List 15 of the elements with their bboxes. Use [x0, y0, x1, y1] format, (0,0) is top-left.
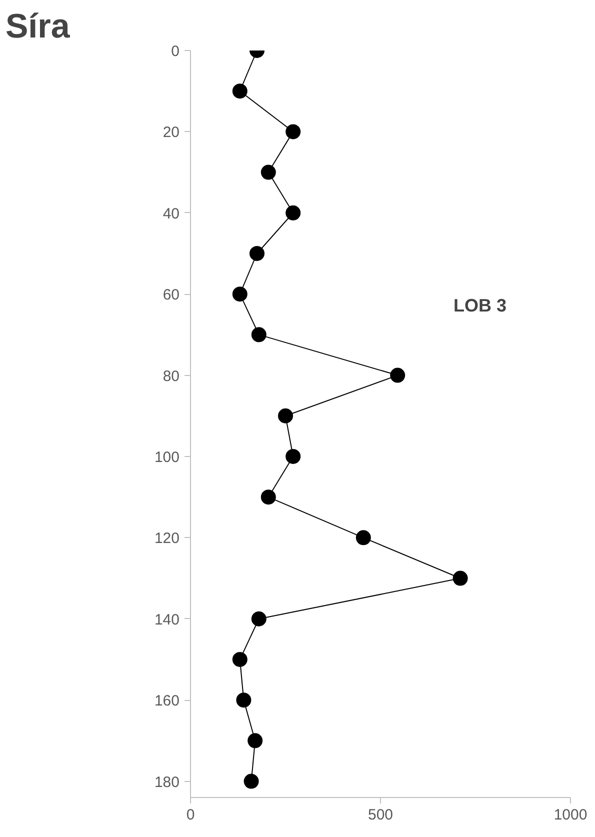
annotation: LOB 3	[454, 296, 507, 316]
x-tick-label: 1000	[554, 806, 588, 824]
y-tick-label: 80	[162, 368, 180, 385]
y-tick-label: 0	[171, 43, 180, 60]
y-tick-label: 20	[162, 124, 180, 142]
y-tick-label: 180	[154, 774, 180, 791]
y-tick-label: 60	[162, 286, 180, 304]
y-tick-label: 100	[154, 448, 180, 466]
x-tick-label: 500	[368, 806, 394, 824]
chart-title: Síra	[6, 8, 71, 46]
y-tick-label: 120	[154, 530, 180, 548]
x-tick-label: 0	[186, 806, 195, 824]
y-tick-label: 40	[162, 205, 180, 222]
y-tick-label: 140	[154, 611, 180, 628]
y-tick-label: 160	[154, 692, 180, 710]
